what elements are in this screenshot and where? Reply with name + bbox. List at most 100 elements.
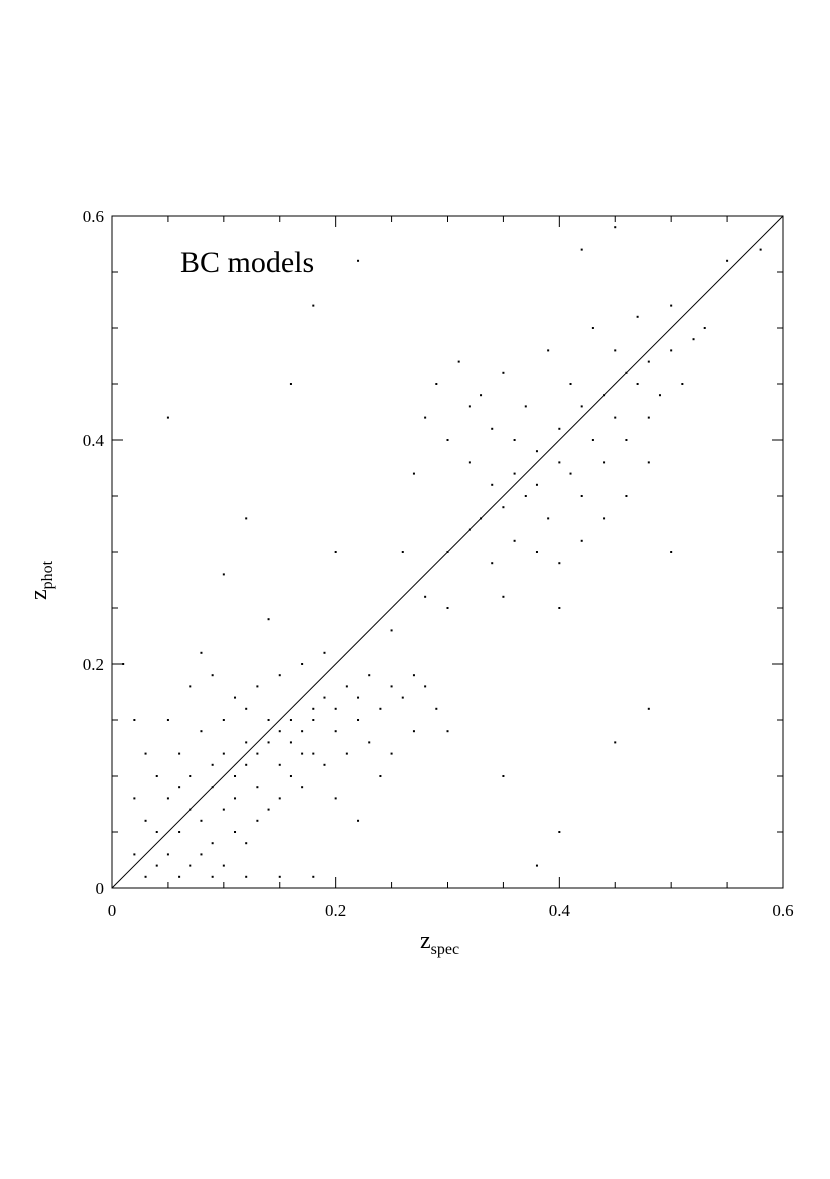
point — [178, 752, 181, 755]
point — [390, 685, 393, 688]
x-tick-label: 0 — [108, 901, 117, 920]
point — [278, 763, 281, 766]
point — [580, 539, 583, 542]
point — [289, 719, 292, 721]
point — [614, 226, 617, 229]
point — [234, 797, 237, 800]
point — [658, 394, 661, 397]
point — [189, 864, 192, 867]
point — [312, 719, 315, 721]
point — [289, 741, 292, 744]
point — [144, 819, 147, 822]
point — [278, 875, 281, 878]
point — [222, 752, 225, 755]
point — [513, 539, 516, 542]
point — [491, 562, 494, 565]
point — [513, 472, 516, 475]
x-tick-label: 0.2 — [325, 901, 346, 920]
point — [703, 327, 706, 329]
point — [155, 831, 158, 833]
point — [468, 405, 471, 408]
point — [334, 797, 337, 800]
point — [222, 719, 225, 721]
point — [535, 864, 538, 867]
point — [513, 439, 516, 441]
point — [580, 248, 583, 251]
point — [726, 259, 729, 262]
point — [625, 495, 628, 497]
point — [256, 752, 259, 755]
point — [334, 730, 337, 733]
point — [267, 719, 270, 721]
point — [670, 304, 673, 307]
point — [491, 483, 494, 486]
point — [435, 707, 438, 710]
point — [267, 618, 270, 621]
point — [670, 349, 673, 352]
y-axis-label-sub: phot — [39, 560, 56, 589]
point — [502, 371, 505, 374]
point — [412, 472, 415, 475]
point — [670, 551, 673, 553]
point — [166, 797, 169, 800]
point — [591, 439, 594, 441]
point — [222, 864, 225, 867]
point — [357, 696, 360, 699]
point — [759, 248, 762, 251]
point — [278, 797, 281, 800]
point — [189, 685, 192, 688]
point — [144, 875, 147, 878]
point — [524, 495, 527, 497]
point — [647, 360, 650, 363]
point — [211, 786, 214, 789]
point — [357, 259, 360, 262]
point — [166, 416, 169, 419]
point — [614, 349, 617, 352]
point — [200, 730, 203, 733]
point — [133, 853, 136, 856]
x-axis-label-main: z — [420, 928, 431, 954]
point — [301, 752, 304, 755]
point — [133, 797, 136, 800]
point — [200, 819, 203, 822]
y-axis-label: zphot — [26, 560, 56, 600]
point — [379, 707, 382, 710]
point — [122, 663, 125, 665]
point — [245, 741, 248, 744]
point — [468, 528, 471, 531]
point — [424, 416, 427, 419]
x-tick-label: 0.6 — [772, 901, 793, 920]
point — [424, 685, 427, 688]
point — [502, 775, 505, 777]
point — [301, 786, 304, 789]
point — [323, 696, 326, 699]
point — [245, 517, 248, 520]
point — [379, 775, 382, 777]
point — [424, 595, 427, 598]
point — [211, 842, 214, 845]
point — [457, 360, 460, 363]
point — [368, 741, 371, 744]
point — [401, 551, 404, 553]
point — [155, 775, 158, 777]
point — [155, 864, 158, 867]
point — [144, 752, 147, 755]
point — [647, 707, 650, 710]
point — [412, 730, 415, 733]
point — [603, 394, 606, 397]
point — [558, 461, 561, 464]
point — [547, 349, 550, 352]
point — [446, 439, 449, 441]
point — [603, 461, 606, 464]
point — [278, 674, 281, 677]
point — [480, 517, 483, 520]
point — [435, 383, 438, 385]
point — [502, 595, 505, 598]
point — [267, 741, 270, 744]
point — [245, 875, 248, 878]
point — [390, 752, 393, 755]
point — [558, 427, 561, 430]
point — [558, 607, 561, 609]
point — [211, 875, 214, 878]
point — [692, 338, 695, 341]
